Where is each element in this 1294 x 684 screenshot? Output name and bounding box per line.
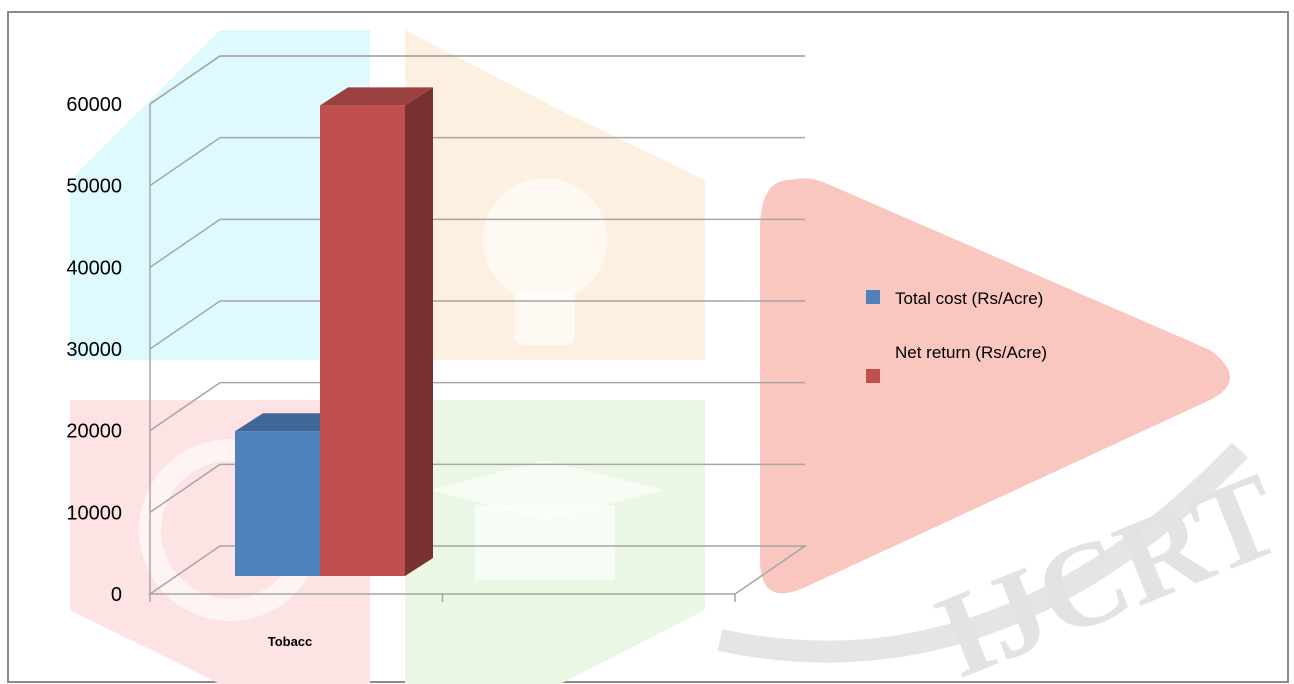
legend: Total cost (Rs/Acre) Net return (Rs/Acre): [866, 289, 1047, 383]
gridline-diagonal: [149, 463, 221, 513]
bar-top: [320, 87, 433, 106]
y-tick-label: 0: [111, 584, 122, 606]
y-tick-label: 60000: [66, 94, 122, 116]
gridline-diagonal: [149, 382, 221, 432]
legend-label: Total cost (Rs/Acre): [895, 289, 1043, 308]
y-tick-labels: 0 10000 20000 30000 40000 50000 60000: [66, 94, 122, 606]
gridline-diagonal: [149, 137, 221, 187]
gridline-diagonal: [149, 218, 221, 268]
x-tick-label: Tobacc: [268, 634, 313, 649]
watermark-hex-cyan: [70, 30, 370, 360]
watermark-swoosh: [717, 442, 1248, 663]
y-tick-label: 40000: [66, 257, 122, 279]
bars: [235, 87, 433, 576]
watermark-bulb-base: [515, 290, 575, 345]
watermark-cap-base: [475, 505, 615, 580]
legend-swatch: [866, 290, 880, 304]
frame-border: [7, 11, 1289, 683]
bar: [235, 431, 320, 576]
bar-top: [235, 413, 348, 432]
x-tick-labels: Tobacc: [268, 634, 313, 649]
y-tick-label: 20000: [66, 421, 122, 443]
gridline-diagonal: [149, 55, 221, 105]
legend-label: Net return (Rs/Acre): [895, 343, 1047, 362]
watermark-bulb: [483, 178, 607, 302]
ijcrt-watermark: IJCRT: [70, 30, 1294, 684]
gridline-diagonal: [149, 300, 221, 350]
floor: [147, 545, 808, 595]
legend-swatch: [866, 369, 880, 383]
gridlines: [149, 55, 805, 513]
axes: [147, 104, 808, 602]
bar: [320, 105, 405, 576]
bar-side: [405, 87, 433, 576]
y-tick-label: 50000: [66, 176, 122, 198]
y-tick-label: 30000: [66, 339, 122, 361]
watermark-play-shape: [760, 178, 1230, 594]
y-tick-label: 10000: [66, 502, 122, 524]
